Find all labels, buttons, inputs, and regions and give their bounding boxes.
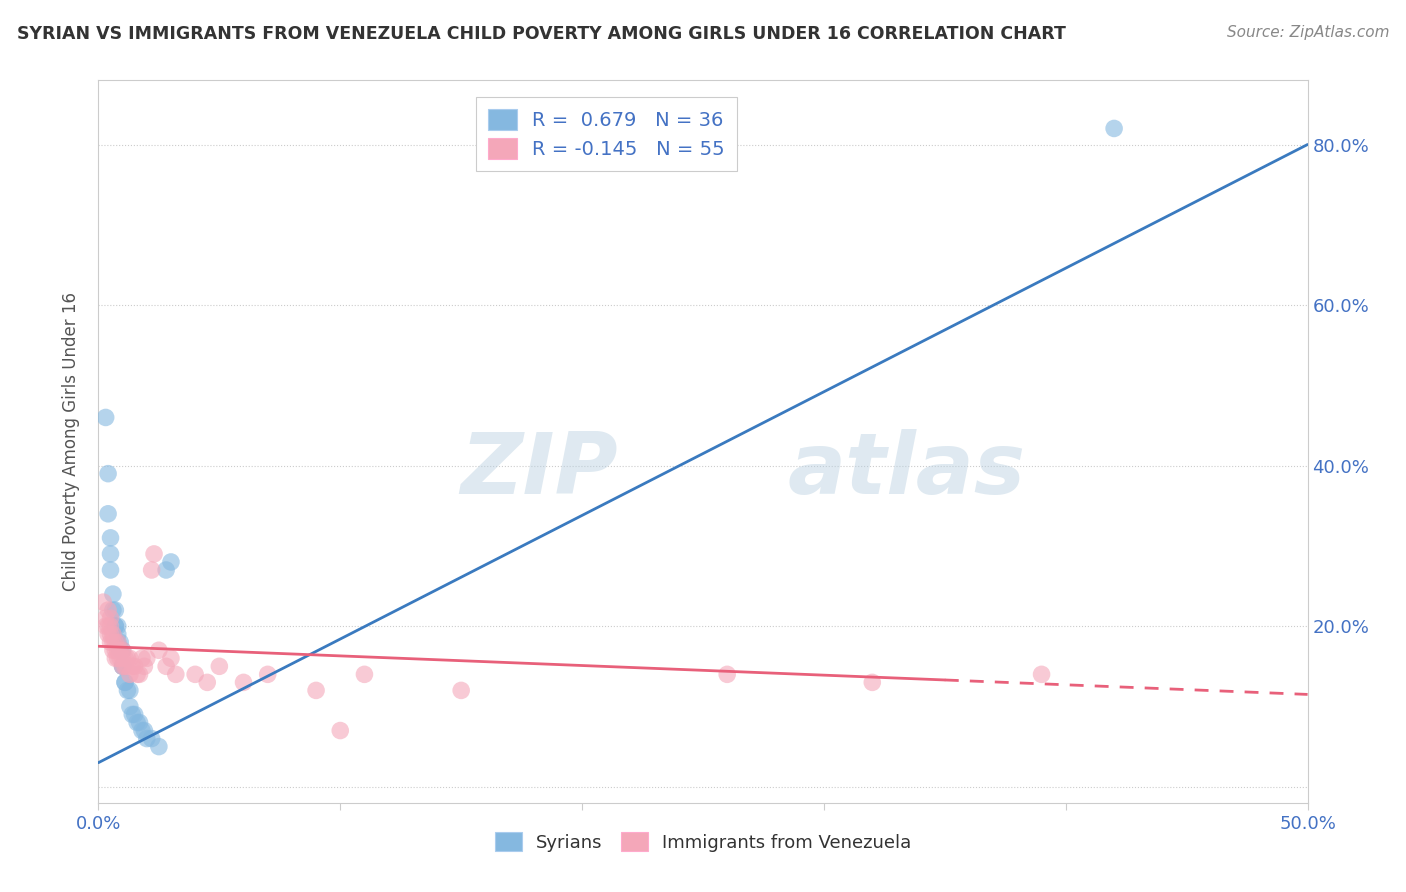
Point: [107, 635, 129, 649]
Point: [121, 707, 143, 722]
Point: [195, 675, 218, 690]
Point: [100, 547, 122, 561]
Point: [141, 563, 163, 577]
Point: [101, 635, 124, 649]
Point: [155, 659, 177, 673]
Point: [97, 467, 120, 481]
Point: [131, 651, 153, 665]
Point: [165, 667, 187, 681]
Point: [94, 611, 117, 625]
Point: [716, 667, 738, 681]
Point: [101, 603, 124, 617]
Point: [118, 651, 141, 665]
Point: [100, 635, 122, 649]
Point: [108, 643, 131, 657]
Point: [117, 651, 139, 665]
Point: [128, 667, 150, 681]
Point: [256, 667, 278, 681]
Point: [91, 595, 114, 609]
Point: [97, 603, 120, 617]
Text: SYRIAN VS IMMIGRANTS FROM VENEZUELA CHILD POVERTY AMONG GIRLS UNDER 16 CORRELATI: SYRIAN VS IMMIGRANTS FROM VENEZUELA CHIL…: [17, 25, 1066, 43]
Point: [104, 635, 127, 649]
Point: [128, 715, 150, 730]
Point: [208, 659, 231, 673]
Point: [114, 675, 136, 690]
Point: [104, 619, 127, 633]
Point: [108, 651, 131, 665]
Point: [94, 619, 117, 633]
Point: [127, 715, 149, 730]
Point: [184, 667, 207, 681]
Point: [124, 659, 146, 673]
Point: [1102, 121, 1125, 136]
Point: [121, 659, 143, 673]
Point: [111, 643, 134, 657]
Point: [124, 707, 146, 722]
Point: [107, 635, 129, 649]
Point: [353, 667, 375, 681]
Point: [111, 659, 134, 673]
Point: [104, 603, 127, 617]
Point: [117, 659, 139, 673]
Point: [1031, 667, 1053, 681]
Point: [101, 643, 124, 657]
Point: [97, 627, 120, 641]
Point: [329, 723, 352, 738]
Point: [141, 731, 163, 746]
Point: [94, 410, 117, 425]
Point: [114, 659, 136, 673]
Legend: Syrians, Immigrants from Venezuela: Syrians, Immigrants from Venezuela: [488, 824, 918, 859]
Point: [111, 643, 134, 657]
Point: [305, 683, 328, 698]
Point: [118, 699, 141, 714]
Point: [160, 555, 183, 569]
Point: [100, 563, 122, 577]
Point: [131, 723, 153, 738]
Point: [155, 563, 177, 577]
Point: [107, 651, 129, 665]
Point: [108, 635, 131, 649]
Point: [100, 619, 122, 633]
Text: ZIP: ZIP: [461, 429, 619, 512]
Point: [114, 651, 136, 665]
Point: [104, 643, 127, 657]
Point: [111, 659, 134, 673]
Point: [118, 683, 141, 698]
Point: [143, 547, 166, 561]
Point: [101, 587, 124, 601]
Point: [101, 627, 124, 641]
Point: [107, 627, 129, 641]
Point: [111, 651, 134, 665]
Point: [860, 675, 883, 690]
Point: [450, 683, 472, 698]
Point: [111, 659, 134, 673]
Point: [107, 619, 129, 633]
Point: [104, 651, 127, 665]
Text: atlas: atlas: [787, 429, 1026, 512]
Point: [100, 531, 122, 545]
Point: [100, 611, 122, 625]
Point: [134, 659, 156, 673]
Point: [97, 507, 120, 521]
Point: [104, 619, 127, 633]
Point: [107, 643, 129, 657]
Point: [232, 675, 254, 690]
Point: [100, 627, 122, 641]
Text: Source: ZipAtlas.com: Source: ZipAtlas.com: [1226, 25, 1389, 40]
Point: [118, 667, 141, 681]
Point: [134, 723, 156, 738]
Point: [127, 667, 149, 681]
Point: [117, 683, 139, 698]
Point: [160, 651, 183, 665]
Point: [114, 675, 136, 690]
Point: [135, 731, 157, 746]
Point: [135, 651, 157, 665]
Point: [148, 643, 170, 657]
Point: [97, 619, 120, 633]
Point: [108, 643, 131, 657]
Y-axis label: Child Poverty Among Girls Under 16: Child Poverty Among Girls Under 16: [62, 292, 80, 591]
Point: [148, 739, 170, 754]
